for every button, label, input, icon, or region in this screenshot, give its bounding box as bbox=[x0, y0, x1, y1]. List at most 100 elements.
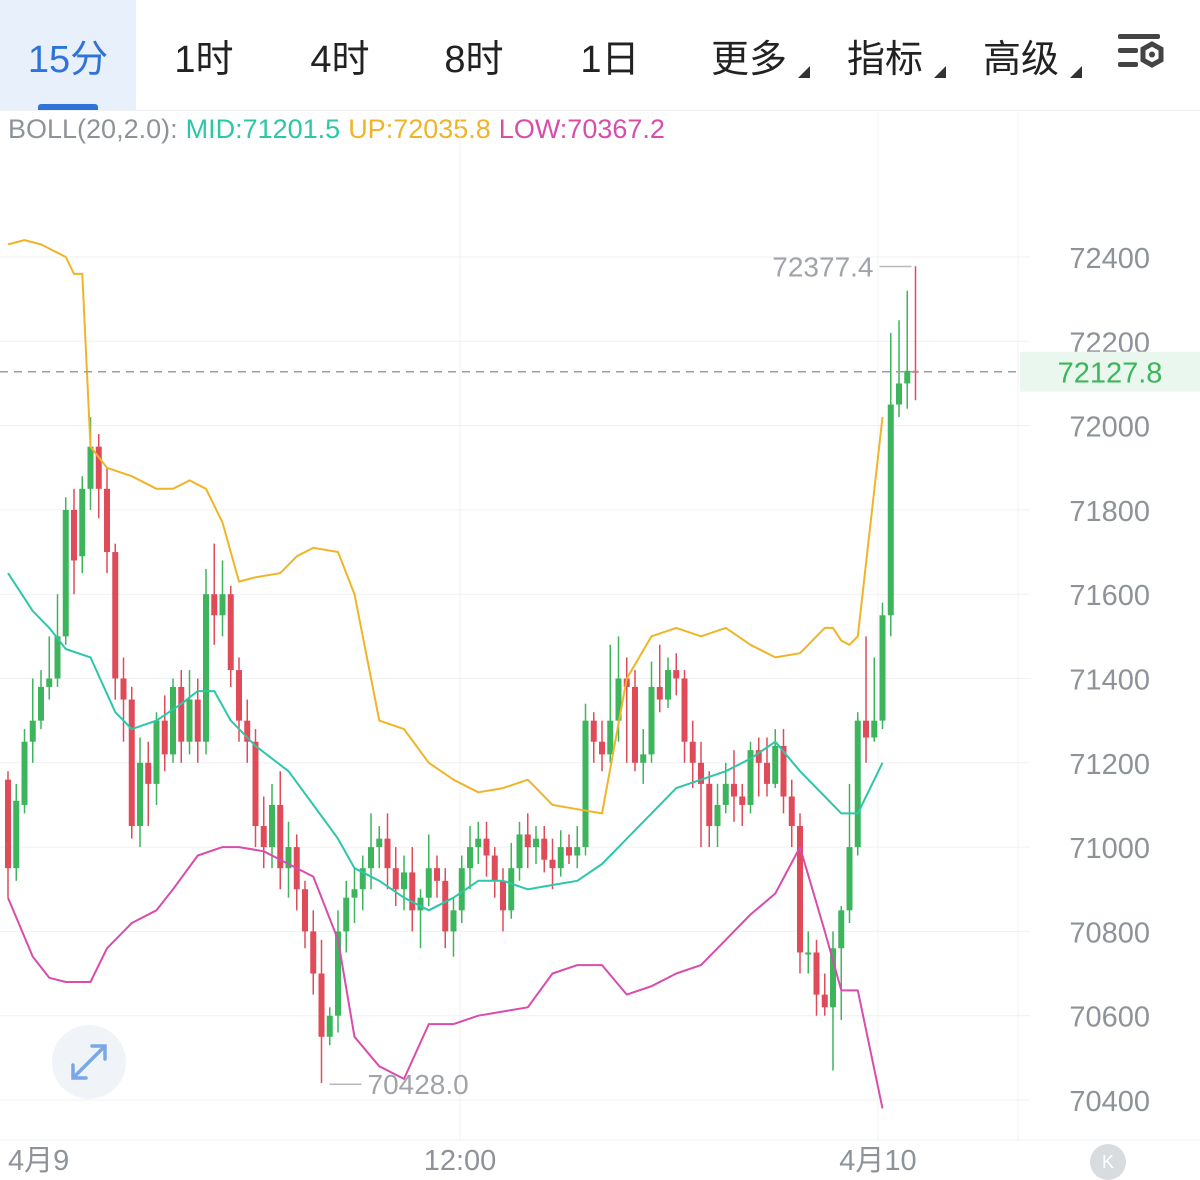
candle-body bbox=[681, 678, 688, 742]
tab-1h[interactable]: 1时 bbox=[146, 0, 262, 110]
candle-body bbox=[13, 800, 20, 869]
tab-label: 1日 bbox=[580, 38, 640, 81]
candle-body bbox=[640, 754, 647, 763]
boll-up: UP:72035.8 bbox=[348, 114, 491, 144]
tab-label: 8时 bbox=[444, 38, 504, 81]
tab-1d[interactable]: 1日 bbox=[552, 0, 668, 110]
candle-body bbox=[417, 897, 424, 911]
candle-body bbox=[285, 847, 292, 869]
y-tick-label: 71200 bbox=[1069, 749, 1150, 781]
candle-body bbox=[310, 931, 317, 974]
dropdown-triangle-icon bbox=[798, 66, 810, 78]
candle-body bbox=[384, 838, 391, 869]
boll-upper-line bbox=[7, 239, 884, 815]
expand-button[interactable] bbox=[52, 1025, 126, 1099]
candle-body bbox=[615, 678, 622, 721]
k-line-icon[interactable]: K bbox=[1090, 1144, 1126, 1180]
boll-mid: MID:71201.5 bbox=[185, 114, 341, 144]
candle-body bbox=[203, 594, 209, 742]
candle-body bbox=[29, 720, 36, 742]
candle-body bbox=[673, 670, 680, 679]
candle-body bbox=[838, 910, 845, 949]
candle-body bbox=[879, 615, 886, 721]
low-price-label: 70428.0 bbox=[368, 1069, 469, 1100]
candle-body bbox=[401, 872, 407, 890]
candle-body bbox=[854, 720, 861, 848]
candle-body bbox=[71, 509, 77, 561]
candle-body bbox=[153, 720, 160, 784]
candle-body bbox=[95, 446, 102, 489]
y-tick-label: 71000 bbox=[1069, 833, 1150, 865]
candle-body bbox=[574, 847, 581, 856]
candle-body bbox=[896, 383, 902, 405]
candle-body bbox=[805, 952, 812, 955]
dropdown-triangle-icon bbox=[934, 66, 946, 78]
candle-body bbox=[632, 686, 638, 763]
candle-body bbox=[599, 741, 605, 755]
candle-body bbox=[434, 868, 440, 881]
candle-body bbox=[351, 889, 358, 898]
candle-body bbox=[194, 699, 201, 742]
tab-15min[interactable]: 15分 bbox=[0, 0, 136, 110]
candle-body bbox=[764, 762, 770, 784]
candle-body bbox=[698, 762, 704, 784]
boll-mid-line bbox=[7, 572, 884, 912]
candle-body bbox=[780, 745, 787, 797]
candle-body bbox=[557, 847, 564, 869]
candle-body bbox=[706, 783, 713, 827]
candle-body bbox=[887, 404, 894, 616]
tab-label: 高级 bbox=[982, 38, 1059, 81]
tab-more[interactable]: 更多 bbox=[700, 0, 812, 110]
y-tick-label: 71800 bbox=[1069, 496, 1150, 528]
candle-body bbox=[830, 948, 836, 1008]
tab-indicators[interactable]: 指标 bbox=[836, 0, 948, 110]
candle-body bbox=[137, 762, 143, 827]
candle-body bbox=[450, 910, 457, 932]
candle-body bbox=[516, 834, 523, 869]
candle-body bbox=[772, 745, 779, 784]
candle-body bbox=[244, 720, 251, 742]
candle-body bbox=[326, 1015, 333, 1037]
candle-body bbox=[425, 868, 432, 898]
candle-body bbox=[409, 872, 416, 911]
current-price-badge bbox=[1020, 351, 1200, 392]
candle-body bbox=[62, 509, 69, 637]
y-tick-label: 70800 bbox=[1069, 917, 1150, 949]
y-tick-label: 71400 bbox=[1069, 665, 1150, 697]
candle-body bbox=[38, 686, 44, 721]
candle-body bbox=[269, 804, 275, 848]
candle-body bbox=[797, 826, 803, 953]
candle-body bbox=[665, 670, 671, 700]
candlestick-chart[interactable]: 7240072200720007180071600714007120071000… bbox=[0, 112, 1200, 1174]
candle-body bbox=[236, 670, 242, 721]
candle-body bbox=[302, 889, 308, 932]
candle-body bbox=[904, 370, 911, 384]
tab-4h[interactable]: 4时 bbox=[282, 0, 398, 110]
candle-body bbox=[318, 973, 325, 1037]
candle-body bbox=[755, 750, 762, 763]
tab-advanced[interactable]: 高级 bbox=[972, 0, 1084, 110]
candle-body bbox=[656, 686, 663, 700]
expand-icon bbox=[71, 1044, 107, 1080]
candle-body bbox=[467, 847, 473, 869]
current-price-label: 72127.8 bbox=[1058, 358, 1163, 390]
candle-body bbox=[491, 855, 498, 881]
candle-body bbox=[508, 868, 515, 911]
tab-8h[interactable]: 8时 bbox=[416, 0, 532, 110]
candle-body bbox=[821, 994, 828, 1008]
candle-body bbox=[533, 838, 539, 848]
y-tick-label: 72400 bbox=[1069, 243, 1150, 275]
tab-label: 1时 bbox=[174, 38, 234, 81]
candle-body bbox=[607, 720, 614, 755]
candle-body bbox=[442, 880, 449, 932]
settings-icon[interactable] bbox=[1112, 30, 1172, 80]
x-tick-label: 4月9 bbox=[8, 1145, 69, 1174]
active-tab-indicator bbox=[38, 104, 98, 110]
candle-body bbox=[458, 868, 465, 911]
candle-body bbox=[863, 720, 869, 738]
candle-body bbox=[524, 834, 531, 848]
candle-body bbox=[54, 636, 61, 679]
candle-body bbox=[104, 488, 110, 553]
boll-lower-line bbox=[7, 846, 884, 1109]
candle-body bbox=[813, 952, 820, 995]
